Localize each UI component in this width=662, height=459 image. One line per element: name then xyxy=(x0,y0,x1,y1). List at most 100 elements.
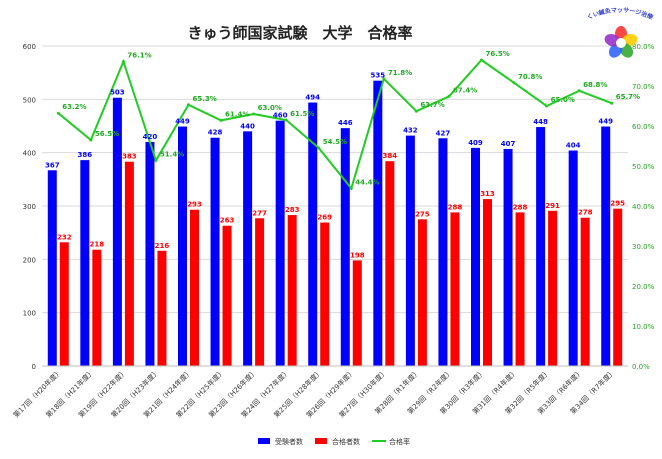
bar-value-label: 446 xyxy=(338,119,353,127)
rate-value-label: 56.5% xyxy=(95,130,119,138)
right-tick-label: 10.0% xyxy=(632,323,655,331)
logo-flower-icon xyxy=(604,26,638,58)
bar-value-label: 218 xyxy=(90,241,105,249)
rate-point xyxy=(349,186,353,190)
bar xyxy=(145,142,155,366)
rate-point xyxy=(89,138,93,142)
bar xyxy=(124,161,134,366)
bar xyxy=(548,210,558,366)
rate-point xyxy=(414,109,418,113)
left-tick-label: 300 xyxy=(23,203,36,211)
rate-point xyxy=(480,58,483,62)
bar-value-label: 460 xyxy=(273,112,288,120)
rate-value-label: 65.0% xyxy=(551,96,575,104)
rate-polyline xyxy=(57,58,613,191)
rate-point xyxy=(284,118,288,122)
bar-value-label: 275 xyxy=(415,210,430,218)
legend-label: 合格者数 xyxy=(332,437,360,446)
left-tick-label: 0 xyxy=(32,363,36,371)
bar xyxy=(438,138,448,366)
rate-point xyxy=(219,118,223,122)
rate-point xyxy=(154,158,158,162)
bar xyxy=(222,225,232,366)
bar xyxy=(178,126,187,367)
gridlines xyxy=(42,45,628,367)
data-labels: 367 386 503 420 449 428 440 460 494 446 535 432 427 4… xyxy=(45,50,640,259)
bar xyxy=(210,137,220,366)
rate-value-label: 54.5% xyxy=(323,138,347,146)
bar xyxy=(580,217,590,366)
bar xyxy=(59,242,69,366)
rate-point xyxy=(252,112,256,116)
bar xyxy=(92,249,102,366)
bar xyxy=(275,120,285,367)
bar xyxy=(47,170,57,366)
bar-value-label: 535 xyxy=(371,72,386,80)
logo-text: おくい鍼灸マッサージ治療院 xyxy=(583,6,654,21)
right-tick-label: 70.0% xyxy=(632,83,655,91)
chart-title: きゅう師国家試験 大学 合格率 xyxy=(187,24,412,42)
bar-value-label: 409 xyxy=(468,139,483,147)
bar-value-label: 367 xyxy=(45,161,60,169)
right-tick-label: 80.0% xyxy=(632,43,655,51)
rate-value-label: 65.7% xyxy=(616,93,640,101)
bar xyxy=(308,102,318,367)
bar-value-label: 503 xyxy=(110,89,125,97)
bar-value-label: 428 xyxy=(208,129,223,137)
bar-value-label: 216 xyxy=(155,242,170,250)
bar-value-label: 449 xyxy=(175,118,190,126)
rate-point xyxy=(545,104,549,108)
bar-value-label: 269 xyxy=(317,214,332,222)
legend: 受験者数 合格者数 合格率 xyxy=(258,437,410,446)
bar xyxy=(568,150,578,366)
bar xyxy=(536,127,546,366)
left-tick-label: 100 xyxy=(23,310,36,318)
legend-label: 合格率 xyxy=(389,437,410,446)
bar-value-label: 449 xyxy=(598,118,613,126)
legend-swatch xyxy=(315,438,327,444)
svg-text:おくい鍼灸マッサージ治療院: おくい鍼灸マッサージ治療院 xyxy=(583,6,654,21)
rate-value-label: 63.0% xyxy=(258,104,282,112)
bar-value-label: 198 xyxy=(350,251,365,259)
rate-value-label: 76.5% xyxy=(486,50,510,58)
right-tick-label: 20.0% xyxy=(632,283,655,291)
bar xyxy=(601,126,611,367)
rate-value-label: 71.8% xyxy=(388,69,412,77)
bar-value-label: 407 xyxy=(501,140,516,148)
left-tick-label: 200 xyxy=(23,256,36,264)
bar xyxy=(471,147,480,366)
bar-value-label: 494 xyxy=(305,94,320,102)
rate-value-label: 61.5% xyxy=(290,110,314,118)
bar xyxy=(417,219,427,366)
rate-point xyxy=(577,89,581,93)
bar-value-label: 386 xyxy=(78,151,93,159)
bar-value-label: 263 xyxy=(220,217,235,225)
rate-value-label: 63.7% xyxy=(420,101,444,109)
bars xyxy=(47,80,623,367)
bar xyxy=(157,250,167,366)
bar-value-label: 383 xyxy=(122,153,137,161)
left-tick-label: 500 xyxy=(23,96,36,104)
bar xyxy=(287,215,297,366)
bar xyxy=(190,209,199,366)
rate-value-label: 44.4% xyxy=(355,178,379,186)
x-axis: 第17回（H20年度）第18回（H21年度）第19回（H22年度）第20回（H2… xyxy=(11,365,628,419)
right-tick-label: 30.0% xyxy=(632,243,655,251)
bar xyxy=(80,160,90,366)
bar xyxy=(340,128,350,366)
rate-point xyxy=(56,111,60,115)
rate-value-label: 51.4% xyxy=(160,150,184,158)
right-tick-label: 50.0% xyxy=(632,163,655,171)
right-tick-label: 60.0% xyxy=(632,123,655,131)
right-tick-label: 40.0% xyxy=(632,203,655,211)
logo-center xyxy=(616,38,626,48)
rate-value-label: 65.3% xyxy=(193,95,217,103)
bar-value-label: 295 xyxy=(610,200,625,208)
bar-value-label: 277 xyxy=(252,209,267,217)
legend-swatch xyxy=(258,438,270,444)
bar xyxy=(483,199,492,366)
right-tick-label: 0.0% xyxy=(632,363,650,371)
bar-value-label: 232 xyxy=(57,233,72,241)
bar-value-label: 293 xyxy=(187,201,202,209)
